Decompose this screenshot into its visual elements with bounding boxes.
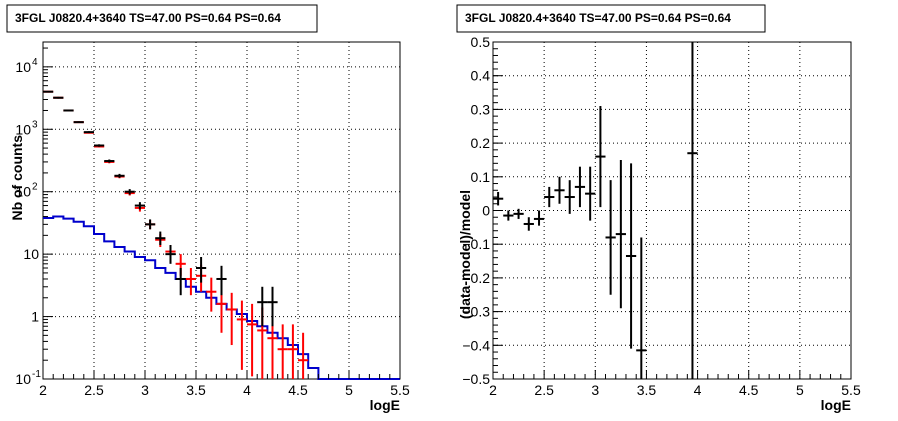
residual-panel: 2 2.5 3 3.5 4 4.5 5 5.5 −0.5 −0.4 −0.3 −0.2 −0.1 0 0.1… — [456, 4, 861, 413]
residual-y-tick-label: −0.4 — [462, 337, 490, 353]
counts-y-tick-exponent: 3 — [32, 119, 38, 130]
data-point — [165, 245, 176, 264]
counts-y-tick-label: 10 — [15, 121, 31, 137]
counts-x-axis-label: logE — [370, 397, 400, 413]
residual-point — [554, 176, 565, 204]
data-point — [267, 286, 278, 327]
data-point — [216, 265, 227, 296]
data-point — [145, 219, 156, 230]
data-point — [155, 231, 166, 246]
residual-y-tick-label: −0.2 — [462, 270, 490, 286]
residual-x-tick-label: 3 — [591, 382, 599, 398]
residual-y-tick-label: −0.1 — [462, 236, 490, 252]
residual-y-tick-label: −0.3 — [462, 304, 490, 320]
model-point — [247, 303, 258, 377]
residual-point — [574, 166, 586, 208]
counts-y-tick-exponent: 4 — [32, 57, 38, 68]
data-point — [257, 286, 268, 327]
model-point — [206, 277, 217, 312]
counts-y-tick-label: 10 — [15, 371, 31, 387]
residual-point — [523, 217, 534, 231]
model-point — [226, 292, 237, 346]
model-point — [287, 324, 298, 379]
residual-x-axis-label: logE — [821, 397, 851, 413]
counts-x-tick-label: 3.5 — [186, 382, 206, 398]
data-point — [73, 121, 84, 124]
residual-point — [636, 237, 647, 379]
data-point — [196, 256, 207, 283]
residual-x-tick-label: 4 — [694, 382, 702, 398]
counts-title-box — [6, 4, 318, 33]
model-point — [277, 324, 288, 379]
residual-y-tick-label: 0.2 — [471, 135, 491, 151]
residual-point — [687, 42, 698, 379]
residual-axes: 2 2.5 3 3.5 4 4.5 5 5.5 −0.5 −0.4 −0.3 −0.2 −0.1 0 0.1… — [462, 34, 861, 398]
residual-x-tick-label: 3.5 — [637, 382, 657, 398]
counts-y-tick-label: 10 — [23, 246, 39, 262]
residual-point — [605, 180, 616, 295]
model-point — [236, 300, 247, 370]
residual-y-axis-label: (data-model)/model — [457, 190, 473, 319]
model-point — [185, 267, 196, 296]
residual-point — [513, 208, 524, 219]
residual-point — [503, 210, 514, 221]
residual-point — [564, 180, 575, 214]
residual-title: 3FGL J0820.4+3640 TS=47.00 PS=0.64 PS=0.… — [465, 11, 731, 25]
counts-y-tick-label: 10 — [15, 184, 31, 200]
residual-y-tick-label: 0.3 — [471, 101, 491, 117]
counts-x-tick-label: 3 — [141, 382, 149, 398]
counts-y-axis-label: Nb of counts — [9, 135, 25, 221]
counts-x-tick-label: 5 — [345, 382, 353, 398]
residual-point — [625, 163, 637, 349]
counts-x-tick-label: 2 — [39, 382, 47, 398]
residual-point — [544, 186, 555, 208]
residual-point — [595, 106, 606, 208]
residual-y-tick-label: −0.5 — [462, 371, 490, 387]
counts-x-tick-label: 4 — [243, 382, 251, 398]
data-point — [175, 267, 186, 296]
data-point — [94, 144, 105, 147]
counts-x-tick-label: 5.5 — [390, 382, 410, 398]
counts-y-tick-exponent: 2 — [32, 182, 38, 193]
data-point — [53, 96, 64, 99]
data-series — [43, 90, 278, 327]
data-point — [104, 159, 115, 163]
residual-point — [533, 210, 545, 226]
residual-y-tick-label: 0.4 — [471, 68, 491, 84]
data-point — [134, 202, 145, 210]
residual-x-tick-label: 2 — [489, 382, 497, 398]
residual-point — [493, 191, 504, 206]
counts-grid — [42, 42, 401, 380]
residual-title-box — [456, 4, 766, 33]
counts-x-tick-label: 2.5 — [84, 382, 104, 398]
counts-title: 3FGL J0820.4+3640 TS=47.00 PS=0.64 PS=0.… — [15, 11, 281, 25]
residual-y-tick-label: 0 — [482, 203, 490, 219]
data-point — [83, 131, 94, 134]
residual-x-tick-label: 5.5 — [841, 382, 861, 398]
residual-series — [493, 42, 698, 379]
residual-point — [615, 159, 626, 309]
model-point — [298, 332, 309, 379]
counts-y-tick-exponent: -1 — [32, 369, 41, 380]
residual-point — [585, 166, 596, 221]
residual-x-tick-label: 5 — [796, 382, 804, 398]
counts-y-tick-label: 1 — [31, 309, 39, 325]
data-point — [63, 109, 74, 112]
residual-x-tick-label: 4.5 — [739, 382, 759, 398]
residual-x-tick-label: 2.5 — [534, 382, 554, 398]
residual-y-tick-label: 0.5 — [471, 34, 491, 50]
residual-y-tick-label: 0.1 — [471, 169, 491, 185]
model-point — [216, 288, 227, 333]
counts-x-tick-label: 4.5 — [288, 382, 308, 398]
counts-y-tick-label: 10 — [15, 59, 31, 75]
data-point — [114, 173, 125, 178]
data-point — [124, 189, 135, 195]
